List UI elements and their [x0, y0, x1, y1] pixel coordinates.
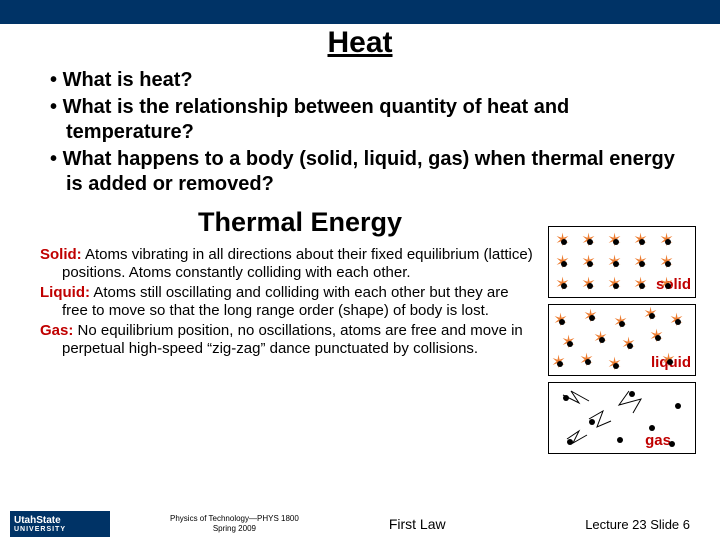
atom-dot [665, 239, 671, 245]
atom-dot [567, 439, 573, 445]
course-info: Physics of Technology—PHYS 1800 Spring 2… [170, 514, 299, 535]
atom-dot [561, 283, 567, 289]
atom-dot [563, 395, 569, 401]
diagram-gas: gas [548, 382, 696, 454]
atom-dot [629, 391, 635, 397]
logo-line1: UtahState [14, 516, 110, 526]
atom-dot [619, 321, 625, 327]
bullet-item: What is the relationship between quantit… [50, 95, 680, 145]
top-bar [0, 0, 720, 24]
atom-dot [639, 239, 645, 245]
course-line1: Physics of Technology—PHYS 1800 [170, 514, 299, 524]
slide-title: Heat [0, 26, 720, 60]
atom-dot [665, 261, 671, 267]
course-line2: Spring 2009 [170, 524, 299, 534]
atom-dot [613, 261, 619, 267]
atom-dot [589, 315, 595, 321]
atom-dot [567, 341, 573, 347]
atom-dot [675, 403, 681, 409]
state-text: Atoms still oscillating and colliding wi… [62, 284, 509, 319]
state-text: Atoms vibrating in all directions about … [62, 246, 533, 281]
diagrams: solid ✶✶✶✶✶✶✶✶✶✶✶✶✶✶✶ liquid ✶✶✶✶✶✶✶✶✶✶✶… [548, 226, 698, 460]
atom-dot [649, 425, 655, 431]
atom-dot [613, 283, 619, 289]
footer: UtahState UNIVERSITY Physics of Technolo… [0, 508, 720, 540]
atom-dot [557, 361, 563, 367]
bullet-item: What happens to a body (solid, liquid, g… [50, 147, 680, 197]
atom-dot [589, 419, 595, 425]
atom-dot [675, 319, 681, 325]
footer-title: First Law [389, 516, 446, 532]
atom-dot [587, 261, 593, 267]
atom-dot [587, 239, 593, 245]
bullet-item: What is heat? [50, 68, 680, 93]
diagram-label: gas [645, 432, 671, 449]
atom-dot [599, 337, 605, 343]
bullet-list: What is heat? What is the relationship b… [50, 68, 680, 197]
atom-dot [655, 335, 661, 341]
atom-dot [585, 359, 591, 365]
body-text: Solid: Atoms vibrating in all directions… [40, 246, 535, 358]
atom-dot [639, 283, 645, 289]
atom-dot [665, 283, 671, 289]
state-liquid: Liquid: Atoms still oscillating and coll… [40, 284, 535, 320]
state-label: Liquid: [40, 284, 90, 301]
state-label: Gas: [40, 322, 73, 339]
slide-number: Lecture 23 Slide 6 [585, 517, 690, 532]
logo-line2: UNIVERSITY [14, 526, 110, 533]
atom-dot [627, 343, 633, 349]
atom-dot [649, 313, 655, 319]
state-gas: Gas: No equilibrium position, no oscilla… [40, 322, 535, 358]
state-text: No equilibrium position, no oscillations… [62, 322, 523, 357]
atom-dot [559, 319, 565, 325]
state-label: Solid: [40, 246, 82, 263]
atom-dot [561, 239, 567, 245]
atom-dot [639, 261, 645, 267]
state-solid: Solid: Atoms vibrating in all directions… [40, 246, 535, 282]
atom-dot [613, 363, 619, 369]
logo: UtahState UNIVERSITY [10, 511, 110, 537]
diagram-solid: solid ✶✶✶✶✶✶✶✶✶✶✶✶✶✶✶ [548, 226, 696, 298]
atom-dot [669, 441, 675, 447]
atom-dot [667, 359, 673, 365]
diagram-liquid: liquid ✶✶✶✶✶✶✶✶✶✶✶✶✶ [548, 304, 696, 376]
atom-dot [613, 239, 619, 245]
atom-dot [561, 261, 567, 267]
atom-dot [587, 283, 593, 289]
slide: Heat What is heat? What is the relations… [0, 0, 720, 540]
atom-dot [617, 437, 623, 443]
